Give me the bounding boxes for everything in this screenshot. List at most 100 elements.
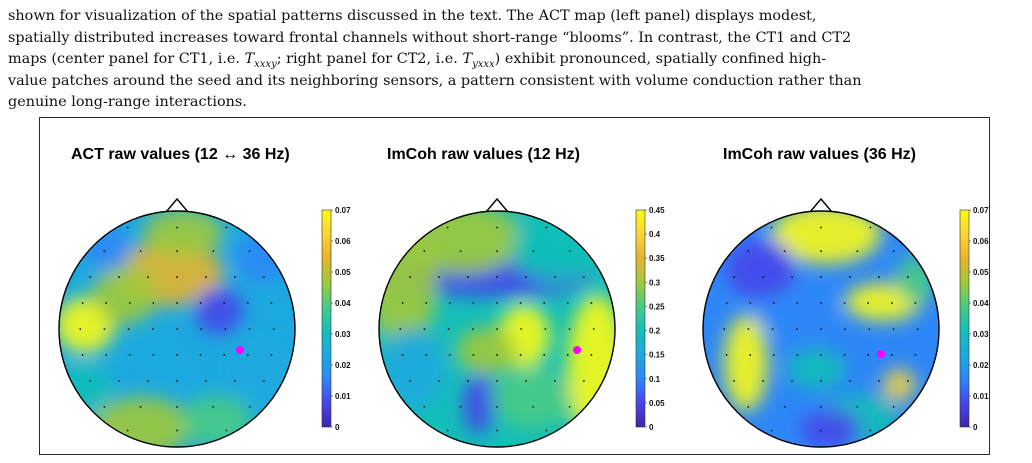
electrode-dot [89, 276, 92, 278]
electrode-dot [471, 328, 474, 330]
electrode-dot [496, 276, 498, 278]
electrode-dot [869, 429, 872, 432]
electrode-dot [496, 250, 498, 253]
topoplot-panel-2: 0.45 0.4 0.35 0.3 0.25 0.2 0.15 0.1 0.05 0 [378, 197, 665, 448]
nose-marker [165, 197, 189, 213]
panel-title-imcoh-12hz: ImCoh raw values (12 Hz) [387, 146, 580, 163]
electrode-dot [176, 429, 178, 432]
electrode-dot [545, 226, 548, 229]
electrode-dot [126, 226, 129, 229]
colorbar-tick-label: 0.4 [649, 230, 661, 239]
electrode-dot [554, 276, 556, 278]
colorbar-tick-label: 0 [973, 423, 978, 432]
tensor-symbol-ct2: Tyxxx [462, 51, 495, 70]
colorbar-tick-label: 0.02 [973, 361, 989, 370]
electrode-dot [820, 302, 822, 304]
paragraph-line: maps (center panel for CT1, i.e. Txxxy; … [8, 49, 1024, 71]
electrode-dot [532, 405, 535, 408]
electrode-dot [568, 405, 571, 408]
paragraph-line: spatially distributed increases toward f… [8, 29, 852, 46]
electrode-dot [248, 328, 251, 330]
electrode-dot [762, 276, 764, 278]
activation-patch [724, 315, 768, 411]
head-outline [702, 210, 940, 448]
paragraph-line: value patches around the seed and its ne… [8, 72, 862, 89]
electrode-dot [519, 302, 522, 304]
electrode-dot [543, 302, 546, 304]
electrode-dot [796, 302, 799, 304]
electrode-dot [272, 328, 275, 330]
electrode-dot [545, 429, 548, 432]
electrode-dot [783, 405, 786, 408]
electrode-dot [820, 250, 822, 253]
panel-title-act: ACT raw values (12 ↔ 36 Hz) [71, 146, 290, 163]
colorbar [959, 209, 970, 428]
electrode-dot [544, 328, 547, 330]
electrode-dot [139, 405, 142, 408]
colorbar-tick-label: 0.06 [973, 237, 989, 246]
electrode-dot [849, 380, 851, 382]
electrode-dot [176, 226, 178, 229]
nose-marker [809, 197, 833, 213]
electrode-dot [176, 328, 178, 330]
seed-marker [236, 346, 244, 354]
electrode-dot [914, 354, 917, 356]
electrode-dot [176, 276, 178, 278]
electrode-dot [127, 328, 130, 330]
electrode-dot [496, 354, 498, 356]
electrode-dot [212, 405, 215, 408]
colorbar-tick-label: 0.01 [335, 392, 351, 401]
electrode-dot [791, 276, 793, 278]
colorbar-tick-label: 0.05 [335, 268, 351, 277]
activation-patch [463, 374, 495, 434]
colorbar-tick-label: 0.04 [335, 299, 351, 308]
electrode-dot [103, 328, 106, 330]
activation-patch [225, 339, 285, 399]
electrode-dot [914, 302, 917, 304]
electrode-dot [246, 302, 249, 304]
electrode-dot [820, 328, 822, 330]
tensor-symbol-ct1: Txxxy [244, 51, 277, 70]
electrode-dot [205, 380, 207, 382]
electrode-dot [147, 276, 149, 278]
activation-patch [567, 294, 615, 444]
electrode-dot [723, 328, 726, 330]
electrode-dot [425, 302, 428, 304]
electrode-dot [749, 302, 752, 304]
electrode-dot [772, 302, 775, 304]
activation-patch [883, 369, 915, 401]
activation-patch [59, 363, 112, 415]
electrode-dot [118, 380, 120, 382]
activation-patch [726, 239, 796, 299]
electrode-dot [791, 380, 793, 382]
activation-patch [771, 211, 881, 264]
electrode-dot [568, 250, 571, 253]
colorbar-tick-label: 0.35 [649, 254, 665, 263]
electrode-dot [543, 354, 546, 356]
colorbar [321, 209, 332, 428]
seed-marker [573, 346, 581, 354]
electrode-dot [409, 276, 412, 278]
electrode-dot [89, 380, 92, 382]
activation-patch [236, 231, 288, 283]
colorbar-tick-label: 0.05 [973, 268, 989, 277]
electrode-dot [212, 250, 215, 253]
colorbar-tick-label: 0 [649, 423, 654, 432]
topoplot-figure: 0.07 0.06 0.05 0.04 0.03 0.02 0.01 0 0.45 0.4 0.35… [58, 197, 989, 448]
colorbar-tick-label: 0.25 [649, 302, 665, 311]
colorbar-tick-label: 0.2 [649, 327, 661, 336]
electrode-dot [103, 250, 106, 253]
scalp-map [703, 211, 939, 447]
electrode-dot [520, 328, 523, 330]
electrode-dot [725, 302, 728, 304]
colorbar-tick-label: 0.01 [973, 392, 989, 401]
electrode-dot [270, 302, 273, 304]
electrode-dot [843, 302, 846, 304]
electrode-dot [582, 276, 585, 278]
electrode-dot [81, 302, 84, 304]
electrode-dot [423, 250, 426, 253]
activation-patch [512, 214, 602, 284]
electrode-dot [225, 226, 228, 229]
electrode-dot [568, 328, 571, 330]
activation-patch [195, 287, 243, 335]
